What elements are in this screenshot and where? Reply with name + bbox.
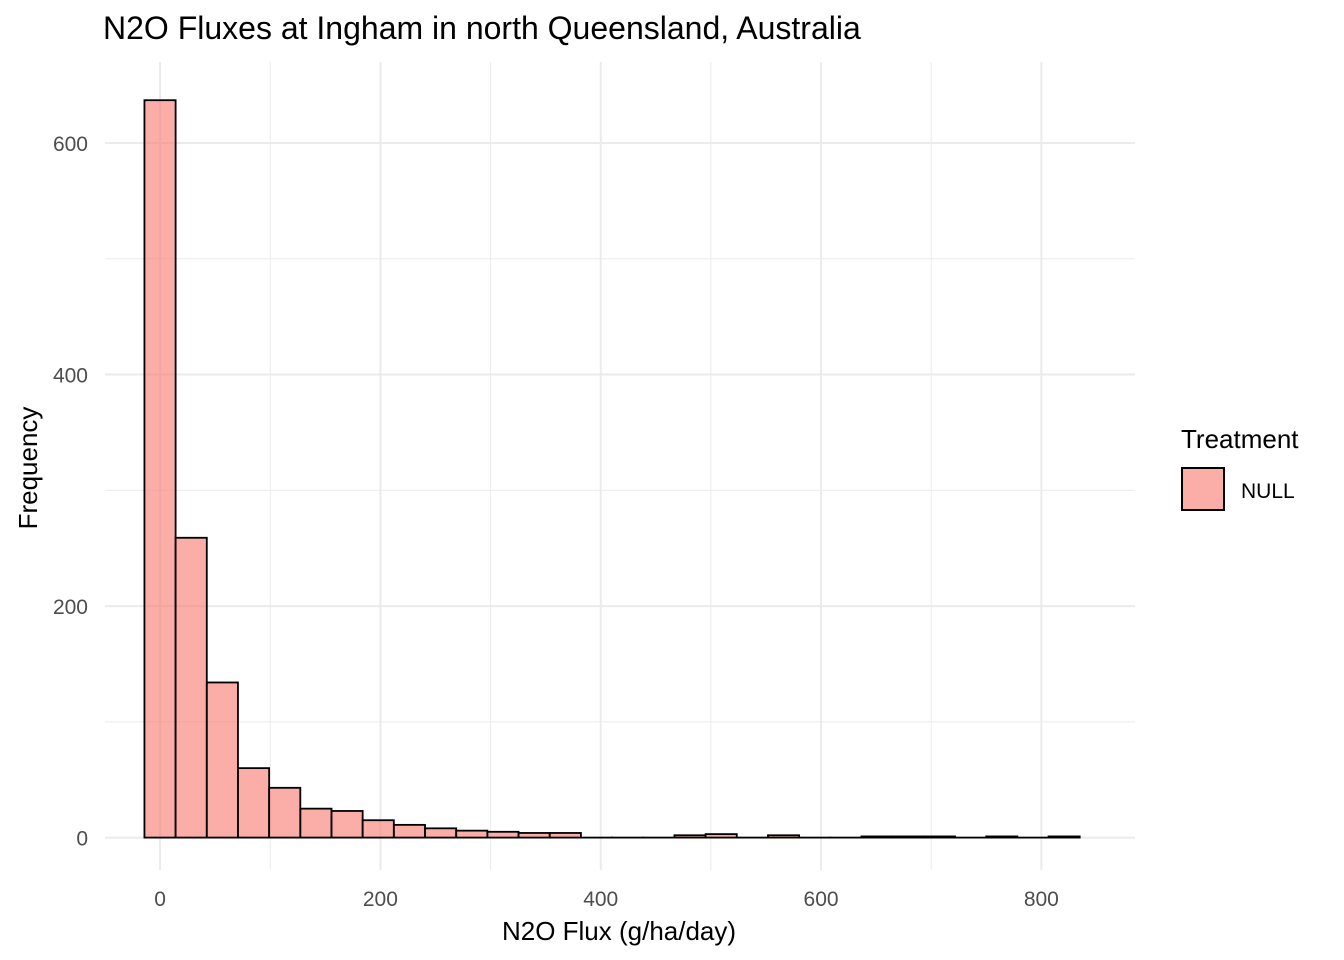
histogram-bar-24 [891, 835, 925, 839]
histogram-bar-11 [486, 830, 520, 839]
histogram-bar-25 [922, 835, 956, 839]
y-tick-labels: 0 200 400 600 [53, 133, 88, 851]
y-tick-label: 200 [53, 596, 88, 619]
legend-title: Treatment [1181, 424, 1299, 454]
histogram-bar-10 [455, 829, 489, 839]
histogram-bar-6 [330, 810, 364, 839]
x-tick-label: 200 [363, 888, 398, 911]
chart-title: N2O Fluxes at Ingham in north Queensland… [103, 10, 861, 46]
y-tick-label: 0 [76, 828, 88, 851]
histogram-bar-17 [673, 834, 707, 839]
y-axis-title: Frequency [13, 407, 43, 530]
histogram-bar-2 [205, 681, 239, 839]
histogram-bar-29 [1047, 835, 1081, 839]
histogram-bar-5 [299, 807, 333, 839]
histogram-bar-23 [860, 835, 894, 839]
histogram-bar-18 [704, 833, 738, 839]
histogram-bar-1 [174, 536, 208, 839]
x-axis-title: N2O Flux (g/ha/day) [502, 916, 736, 946]
histogram-bar-27 [985, 835, 1019, 839]
x-tick-labels: 0 200 400 600 800 [154, 888, 1059, 911]
histogram-bar-7 [361, 819, 395, 839]
histogram-bar-20 [767, 834, 801, 839]
legend-key-null [1181, 467, 1225, 511]
histogram-bar-3 [237, 767, 271, 839]
histogram-bar-8 [392, 823, 426, 839]
histogram-bar-12 [517, 832, 551, 839]
y-tick-label: 400 [53, 365, 88, 388]
x-tick-label: 600 [804, 888, 839, 911]
histogram-bar-13 [548, 832, 582, 839]
x-tick-label: 800 [1024, 888, 1059, 911]
legend-label-null: NULL [1241, 480, 1295, 503]
x-tick-label: 0 [154, 888, 166, 911]
legend: Treatment NULL [1181, 424, 1299, 511]
grid-layer [105, 62, 1135, 870]
histogram-bar-4 [268, 786, 302, 839]
histogram-bar-0 [143, 99, 177, 839]
bars-layer [143, 99, 1081, 839]
x-tick-label: 400 [583, 888, 618, 911]
y-tick-label: 600 [53, 133, 88, 156]
histogram-bar-9 [424, 827, 458, 839]
